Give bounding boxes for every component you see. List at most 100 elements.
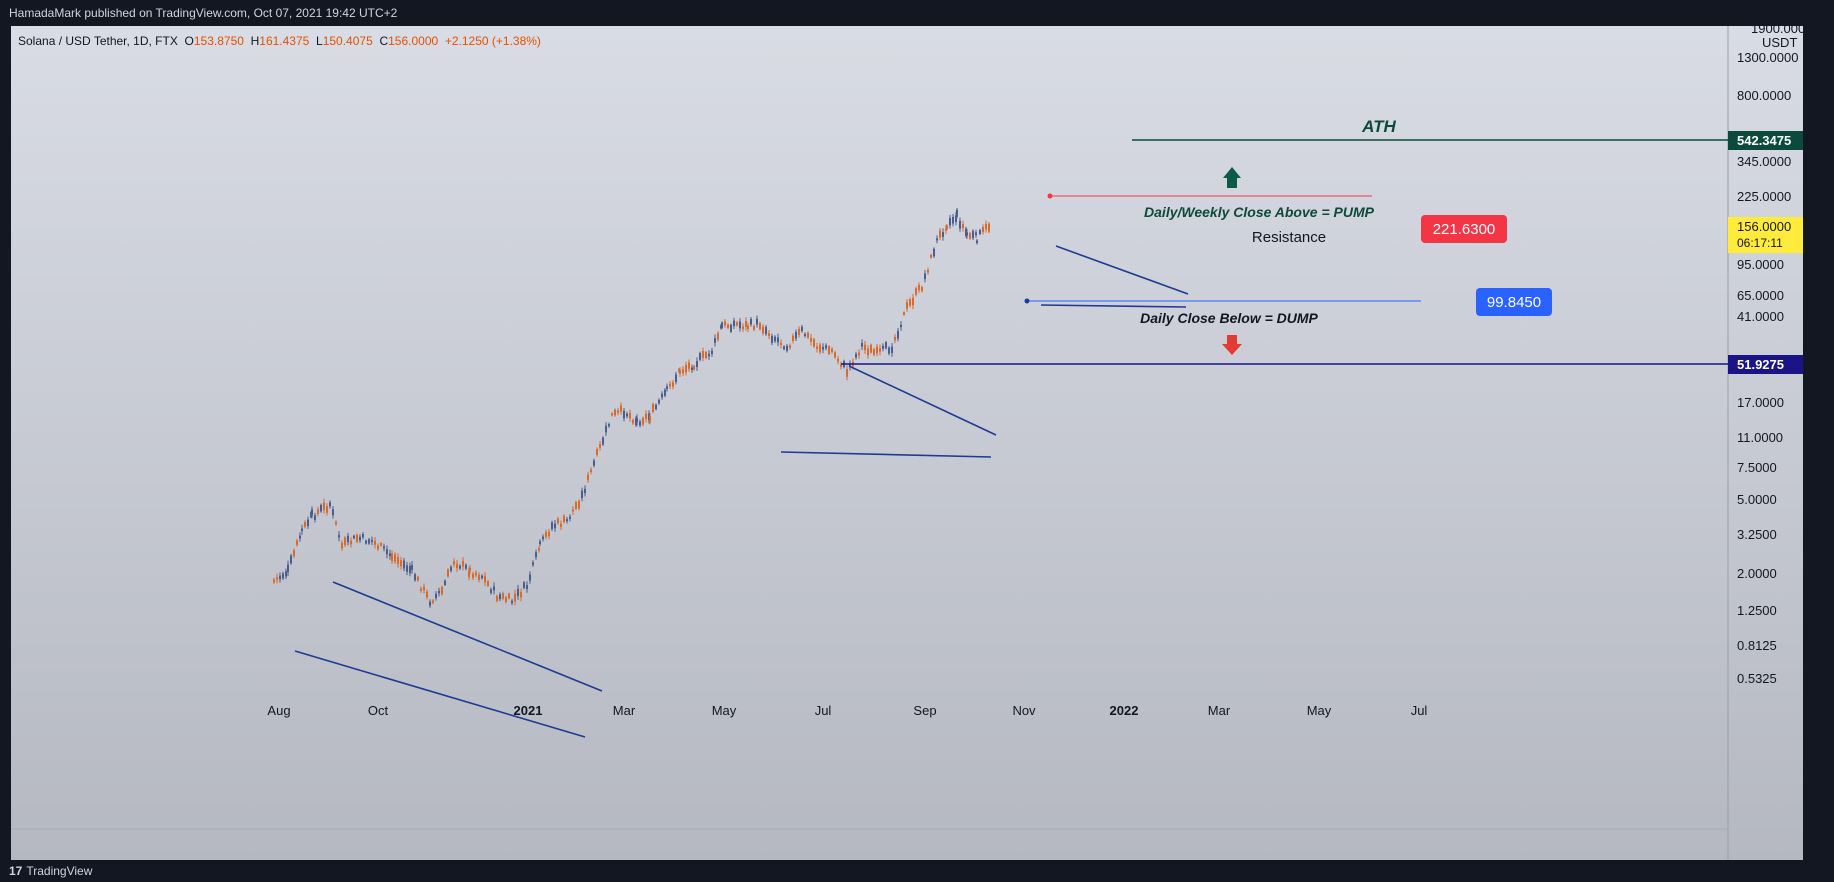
time-tick: May	[712, 703, 737, 718]
candle-body	[840, 364, 842, 367]
candle-body	[359, 536, 361, 541]
candle-body	[377, 545, 379, 550]
candle-body	[891, 346, 893, 353]
close-value: 156.0000	[388, 34, 439, 48]
candle-body	[736, 322, 738, 326]
candle-body	[753, 326, 755, 330]
tradingview-logo-icon: 17	[9, 864, 23, 878]
price-tick: 11.0000	[1737, 430, 1783, 445]
candle-body	[465, 564, 467, 569]
candle-body	[447, 569, 449, 577]
candle-body	[282, 573, 284, 579]
candle-body	[414, 574, 416, 581]
candle-body	[520, 592, 522, 598]
candle-body	[611, 413, 613, 416]
candle-body	[462, 560, 464, 567]
time-axis[interactable]: Aug Oct 2021 Mar May Jul Sep Nov 2022 Mar May Jul	[267, 703, 1427, 718]
resistance-price-tag[interactable]: 221.6300	[1421, 215, 1507, 243]
candle-body	[846, 369, 848, 377]
candle-body	[459, 565, 461, 569]
pennant-upper-line	[1055, 245, 1189, 295]
ath-price: 542.3475	[1737, 133, 1791, 148]
candle-body	[426, 591, 428, 598]
price-tick: 7.5000	[1737, 460, 1777, 475]
candle-body	[487, 581, 489, 586]
candle-body	[532, 562, 534, 566]
candle-body	[279, 575, 281, 580]
ath-label: ATH	[1361, 117, 1396, 136]
candle-body	[930, 254, 932, 258]
chart-pane[interactable]: Solana / USD Tether, 1D, FTX O153.8750 H…	[11, 26, 1803, 860]
candle-body	[450, 566, 452, 571]
candle-body	[771, 335, 773, 343]
pattern-lines	[294, 245, 1189, 738]
price-tick: 95.0000	[1737, 257, 1784, 272]
candle-body	[906, 302, 908, 309]
candle-body	[924, 273, 926, 280]
candle-body	[629, 412, 631, 419]
candle-body	[350, 540, 352, 545]
candle-body	[296, 540, 298, 545]
candle-body	[783, 346, 785, 350]
candle-body	[453, 561, 455, 565]
candle-body	[876, 346, 878, 354]
arrow-down-icon	[1222, 335, 1242, 355]
candle-body	[861, 343, 863, 347]
low-value: 150.4075	[322, 34, 373, 48]
candle-body	[717, 333, 719, 340]
candle-body	[505, 597, 507, 603]
candle-body	[484, 575, 486, 583]
candle-body	[344, 537, 346, 546]
candle-body	[365, 540, 367, 544]
candle-body	[942, 232, 944, 237]
candle-body	[724, 321, 726, 326]
candle-body	[745, 321, 747, 327]
chart-canvas: ATH Daily/Weekly Close Above = PUMP Dail…	[11, 26, 1803, 860]
candle-body	[614, 409, 616, 416]
candle-body	[335, 522, 337, 525]
candle-body	[362, 534, 364, 538]
candle-body	[403, 560, 405, 569]
time-tick: May	[1307, 703, 1332, 718]
support-anchor[interactable]	[1024, 298, 1030, 304]
candle-body	[972, 231, 974, 239]
candle-body	[411, 565, 413, 570]
candle-body	[858, 352, 860, 356]
candle-body	[705, 352, 707, 359]
candle-body	[493, 586, 495, 591]
candle-body	[900, 324, 902, 328]
candle-body	[774, 336, 776, 342]
candle-body	[599, 444, 601, 448]
candle-body	[780, 342, 782, 345]
triangle-upper-line	[848, 365, 997, 436]
tradingview-logo[interactable]: 17 TradingView	[9, 864, 92, 878]
candle-body	[727, 324, 729, 328]
candle-body	[798, 328, 800, 335]
candle-body	[702, 351, 704, 358]
candle-body	[655, 404, 657, 410]
candle-body	[338, 534, 340, 538]
candle-body	[819, 344, 821, 353]
candle-body	[642, 418, 644, 425]
candle-body	[326, 506, 328, 513]
candle-body	[472, 573, 474, 578]
candle-body	[563, 515, 565, 523]
support-price-tag[interactable]: 99.8450	[1476, 288, 1552, 316]
candle-body	[888, 347, 890, 354]
candle-body	[632, 419, 634, 424]
candle-body	[572, 509, 574, 512]
candle-body	[581, 490, 583, 499]
price-tick: 345.0000	[1737, 154, 1791, 169]
candle-body	[759, 323, 761, 330]
candle-body	[423, 586, 425, 591]
candle-body	[639, 421, 641, 426]
footer-bar: 17 TradingView	[0, 860, 1834, 882]
candle-body	[323, 502, 325, 510]
candle-body	[380, 543, 382, 546]
candle-body	[669, 383, 671, 387]
candle-body	[435, 593, 437, 599]
resistance-anchor[interactable]	[1047, 193, 1053, 199]
candle-body	[514, 593, 516, 602]
candle-body	[795, 331, 797, 339]
candle-body	[985, 223, 987, 230]
